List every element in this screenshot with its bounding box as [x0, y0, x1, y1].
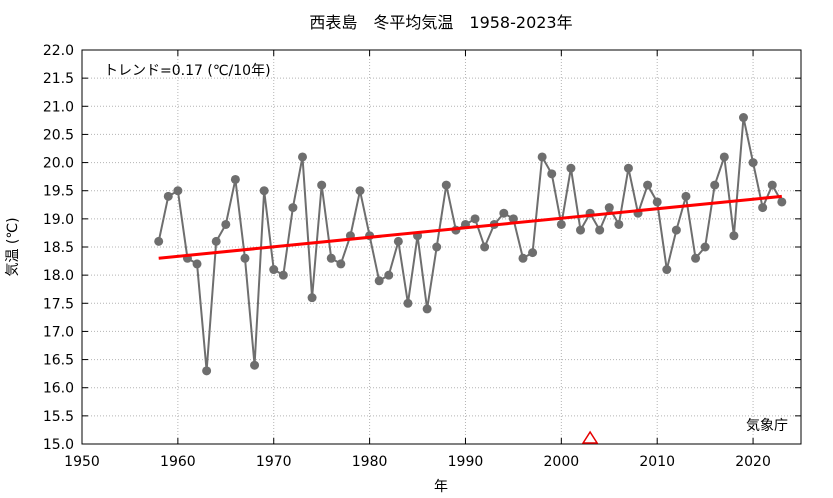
data-point: [173, 186, 183, 196]
plot-frame: [81, 49, 802, 445]
y-tick-label: 16.0: [43, 381, 74, 397]
data-point: [738, 113, 748, 123]
data-point: [710, 180, 720, 190]
data-point: [432, 242, 442, 252]
y-axis-label: 気温 (℃): [5, 217, 21, 276]
data-point: [604, 203, 614, 213]
data-point: [422, 304, 432, 314]
year-marker-triangle: [581, 430, 599, 444]
y-tick-label: 20.5: [43, 127, 74, 143]
x-tick-label: 1970: [256, 454, 292, 470]
data-point: [528, 248, 538, 258]
x-axis-label: 年: [434, 479, 448, 495]
data-point: [393, 236, 403, 246]
data-point: [374, 276, 384, 286]
data-point: [566, 163, 576, 173]
y-tick-label: 17.5: [43, 296, 74, 312]
trend-label: トレンド=0.17 (℃/10年): [104, 63, 271, 79]
y-axis: 15.0 15.5 16.0 16.5 17.0 17.5 18.0 18.5 19.0 19.5…: [43, 43, 801, 453]
data-point: [288, 203, 298, 213]
data-point: [230, 174, 240, 184]
data-point: [211, 236, 221, 246]
series-line: [157, 117, 783, 371]
data-point: [700, 242, 710, 252]
y-tick-label: 21.0: [43, 99, 74, 115]
data-point: [441, 180, 451, 190]
data-point: [355, 186, 365, 196]
data-point: [480, 242, 490, 252]
data-point: [777, 197, 787, 207]
y-tick-label: 18.5: [43, 240, 74, 256]
data-point: [547, 169, 557, 179]
data-point: [269, 265, 279, 275]
y-tick-label: 19.5: [43, 184, 74, 200]
data-point: [221, 219, 231, 229]
data-point: [307, 293, 317, 303]
y-tick-label: 22.0: [43, 43, 74, 59]
trend-line: [158, 194, 782, 260]
source-label: 気象庁: [746, 418, 788, 434]
data-point: [259, 186, 269, 196]
data-point: [336, 259, 346, 269]
data-point: [595, 225, 605, 235]
data-point: [317, 180, 327, 190]
x-tick-label: 1960: [160, 454, 196, 470]
data-point: [278, 270, 288, 280]
y-tick-label: 21.5: [43, 71, 74, 87]
y-tick-label: 18.0: [43, 268, 74, 284]
data-point: [297, 152, 307, 162]
y-tick-label: 20.0: [43, 156, 74, 172]
data-point: [384, 270, 394, 280]
data-point: [643, 180, 653, 190]
data-point: [556, 219, 566, 229]
y-tick-label: 16.5: [43, 353, 74, 369]
data-point: [758, 203, 768, 213]
data-point: [691, 253, 701, 263]
data-point: [326, 253, 336, 263]
data-point: [767, 180, 777, 190]
y-tick-label: 15.5: [43, 409, 74, 425]
data-point: [576, 225, 586, 235]
data-point: [192, 259, 202, 269]
data-point: [681, 191, 691, 201]
data-point: [623, 163, 633, 173]
data-point: [652, 197, 662, 207]
data-point: [470, 214, 480, 224]
y-tick-label: 15.0: [43, 437, 74, 453]
data-point: [163, 191, 173, 201]
chart-title: 西表島 冬平均気温 1958-2023年: [309, 13, 572, 32]
y-tick-label: 17.0: [43, 324, 74, 340]
x-tick-label: 1980: [352, 454, 388, 470]
x-tick-label: 2010: [639, 454, 675, 470]
data-point: [154, 236, 164, 246]
data-point: [499, 208, 509, 218]
data-point: [537, 152, 547, 162]
data-point: [202, 366, 212, 376]
data-point: [729, 231, 739, 241]
x-tick-label: 1950: [64, 454, 100, 470]
data-point: [250, 360, 260, 370]
data-point: [719, 152, 729, 162]
x-tick-label: 2000: [544, 454, 580, 470]
data-point: [614, 219, 624, 229]
series-group: [154, 113, 787, 376]
data-point: [508, 214, 518, 224]
data-point: [748, 158, 758, 168]
x-tick-label: 2020: [735, 454, 771, 470]
data-point: [662, 265, 672, 275]
x-tick-label: 1990: [448, 454, 484, 470]
y-tick-label: 19.0: [43, 212, 74, 228]
data-point: [671, 225, 681, 235]
data-point: [518, 253, 528, 263]
data-point: [403, 298, 413, 308]
x-axis: 1950 1960 1970 1980 1990 2000 2010 2020: [64, 50, 771, 470]
data-point: [240, 253, 250, 263]
